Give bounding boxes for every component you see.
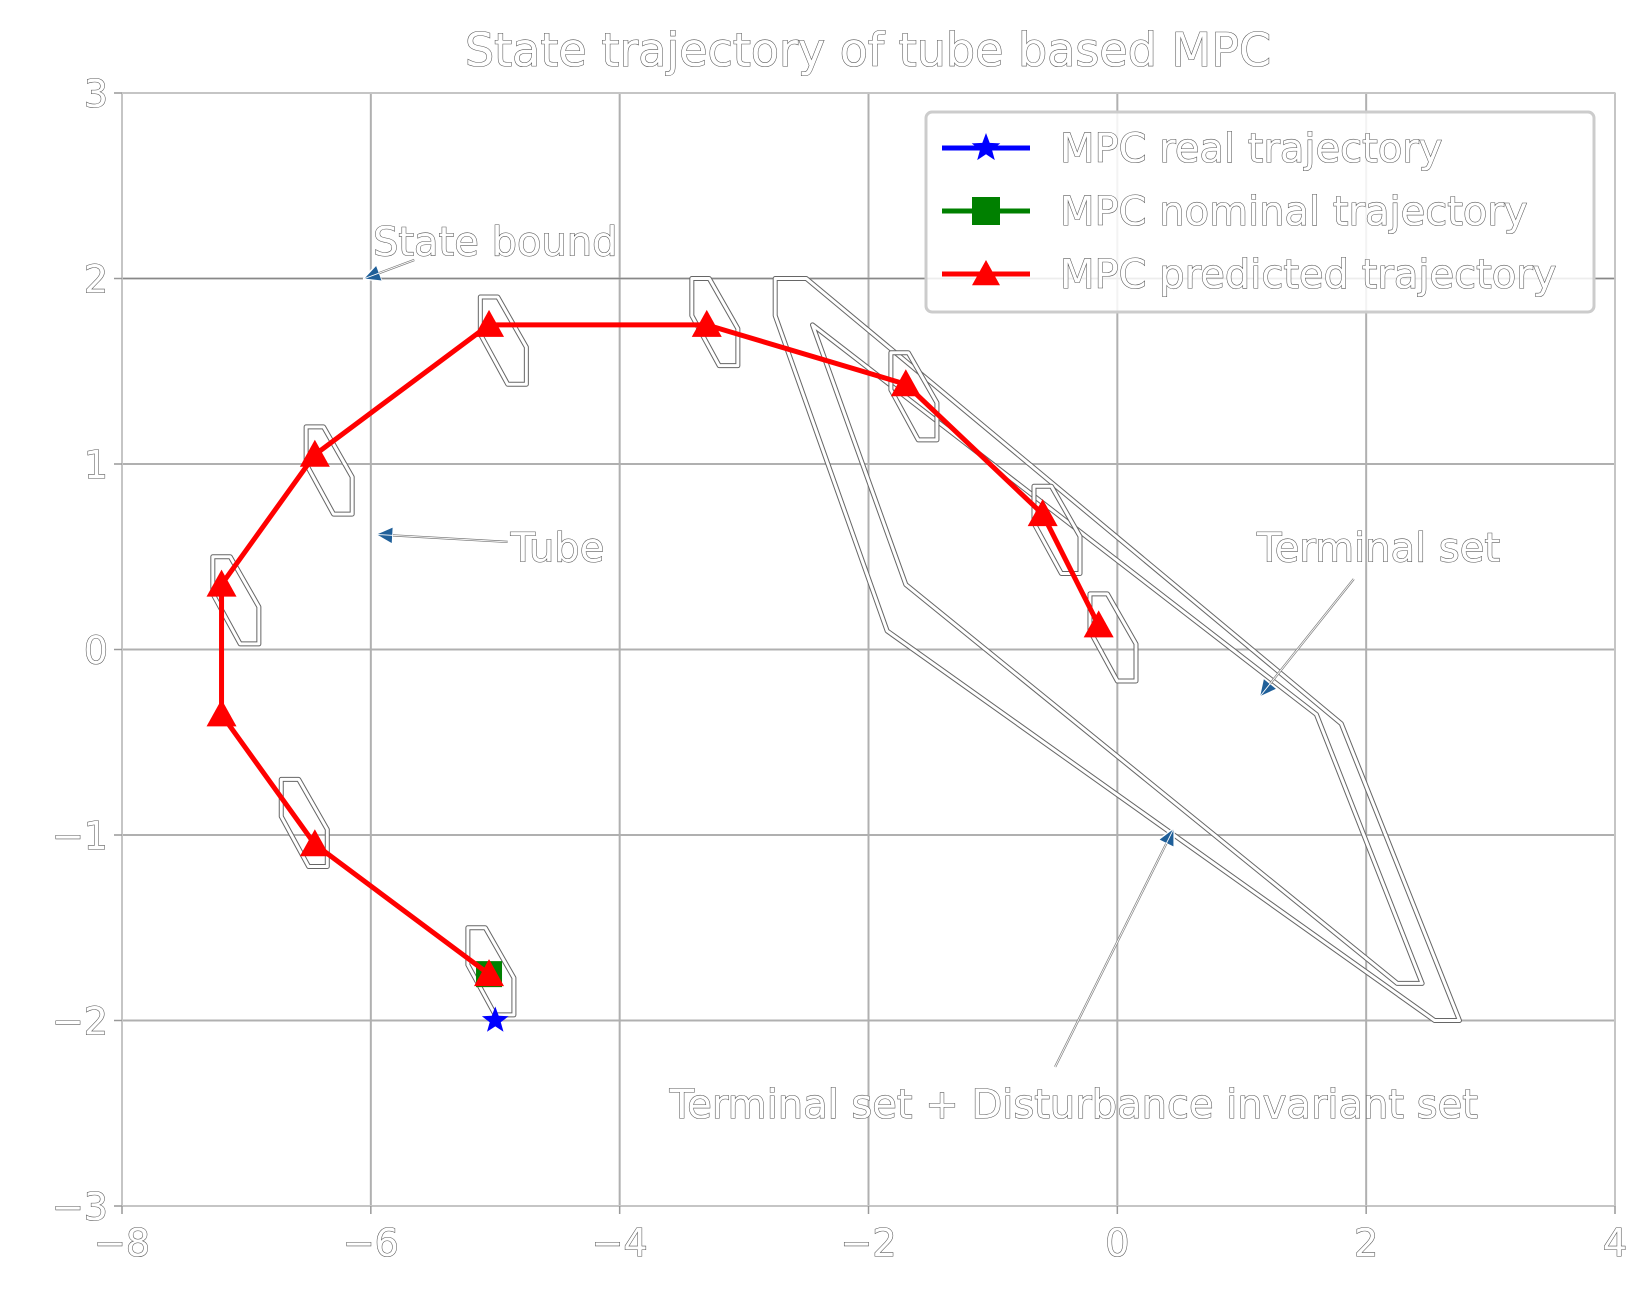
y-tick-label: −3 <box>52 1185 108 1229</box>
data-point-triangle <box>1027 499 1058 527</box>
annotation-label: Terminal set + Disturbance invariant set <box>669 1082 1478 1128</box>
legend-marker-star <box>971 133 1001 161</box>
ticks: −8 −6 −4 −2 0 2 4 −3 −2 −1 0 1 2 3 <box>51 71 1627 1265</box>
data-point-triangle <box>206 569 237 597</box>
legend-box <box>924 110 1596 314</box>
y-tick-label: −1 <box>52 814 108 858</box>
data-point-triangle <box>474 309 505 337</box>
x-tick-label: −8 <box>94 1221 150 1265</box>
legend-label: MPC real trajectory <box>1060 126 1442 172</box>
data-point-triangle <box>474 959 505 987</box>
y-tick-label: 1 <box>84 443 108 487</box>
series-line <box>219 322 1101 977</box>
x-tick-label: −2 <box>840 1221 896 1265</box>
y-tick-label: −2 <box>52 1000 108 1044</box>
tube <box>466 926 516 1017</box>
sets <box>772 276 1462 1023</box>
y-tick-label: 0 <box>84 629 108 673</box>
annotation-label: State bound <box>373 219 618 265</box>
tube <box>279 777 329 869</box>
x-tick-label: 0 <box>1105 1221 1129 1265</box>
annotation-arrow-core <box>377 534 508 543</box>
legend-marker-square <box>972 197 1000 225</box>
y-tick-label: 2 <box>84 258 108 302</box>
series <box>206 309 1114 1032</box>
legend-label: MPC nominal trajectory <box>1060 189 1528 235</box>
data-point-star <box>481 1006 509 1032</box>
tube <box>889 351 939 442</box>
data-point-triangle <box>691 309 722 337</box>
annotation-label: Tube <box>510 525 605 571</box>
annotation-arrow-core <box>1054 829 1174 1068</box>
data-point-triangle <box>299 829 330 857</box>
annotation-label: Terminal set <box>1256 525 1500 571</box>
legend-marker-triangle <box>972 260 1000 286</box>
data-point-triangle <box>890 369 921 397</box>
legend: MPC real trajectory MPC nominal trajector… <box>924 110 1596 314</box>
x-tick-label: −6 <box>343 1221 399 1265</box>
data-point-triangle <box>299 439 330 467</box>
x-tick-label: 2 <box>1354 1221 1378 1265</box>
annotation-arrow-core <box>1260 578 1355 697</box>
annotation-arrow-core <box>364 259 415 279</box>
terminal-set-outer <box>773 277 1461 1022</box>
data-point-triangle <box>206 699 237 727</box>
legend-label: MPC predicted trajectory <box>1060 252 1556 298</box>
chart-title: State trajectory of tube based MPC <box>465 23 1271 77</box>
annotations: State bound Tube Terminal set Terminal set … <box>364 219 1501 1129</box>
x-tick-label: −4 <box>592 1221 648 1265</box>
x-tick-label: 4 <box>1603 1221 1627 1265</box>
terminal-set-inner <box>811 323 1424 985</box>
tube <box>690 277 740 368</box>
y-tick-label: 3 <box>84 72 108 116</box>
data-point-triangle <box>1083 610 1114 638</box>
